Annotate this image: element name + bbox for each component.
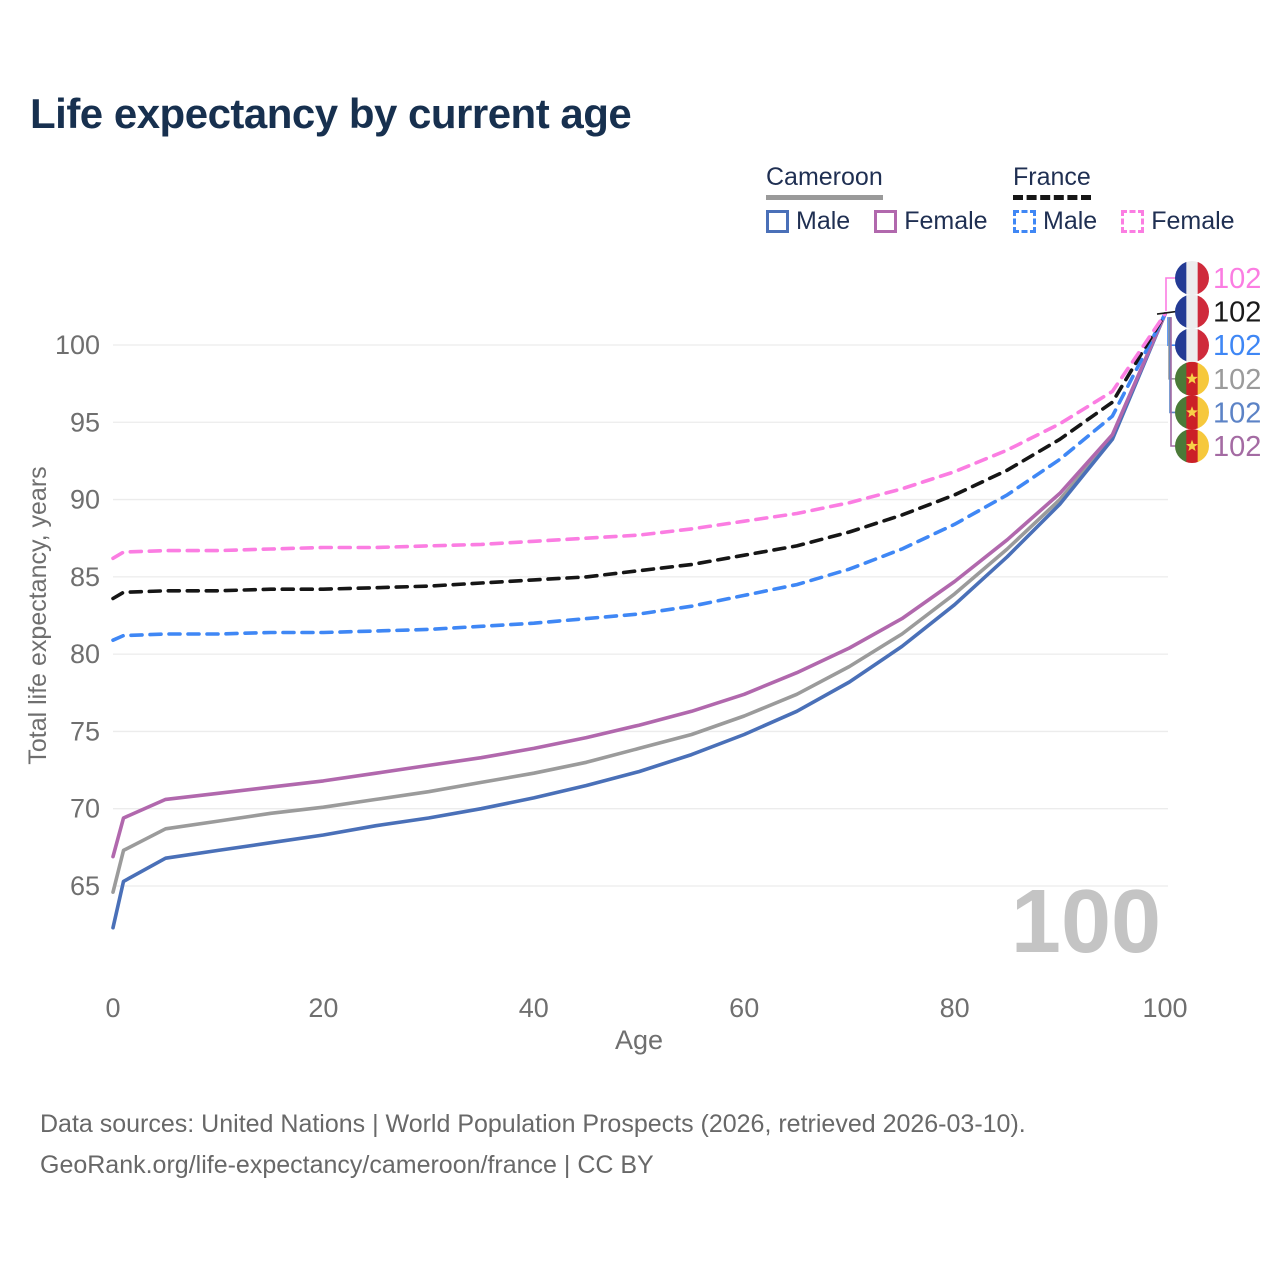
axes: 0 20 40 60 80 100 Age Total life expectancy, ye… (24, 466, 1188, 1055)
page-title: Life expectancy by current age (30, 90, 632, 137)
connector-cameroon-both-sexes (1168, 317, 1175, 380)
footer: Data sources: United Nations | World Pop… (40, 1104, 1026, 1186)
cameroon-flag-icon (1175, 395, 1209, 430)
connector-cameroon-female (1170, 317, 1175, 447)
connector-cameroon-male (1169, 317, 1175, 414)
cameroon-flag-stripe (1197, 429, 1209, 463)
age-watermark: 100 (1011, 872, 1161, 972)
y-tick-70: 70 (70, 794, 100, 824)
france-flag-stripe (1197, 294, 1209, 329)
france-flag-stripe (1197, 261, 1209, 295)
cameroon-flag-stripe (1197, 395, 1209, 430)
x-tick-80: 80 (940, 993, 970, 1023)
france-flag-icon (1175, 261, 1209, 295)
line-france-both-sexes (111, 312, 1167, 601)
legend-row-france: Male Female (1013, 207, 1259, 236)
legend-swatch-cameroon-female[interactable] (874, 210, 898, 233)
france-flag-icon (1175, 328, 1209, 363)
connector-france-male (1167, 317, 1175, 346)
x-tick-40: 40 (519, 993, 549, 1023)
legend-row-cameroon: Male Female (766, 207, 1012, 236)
cameroon-flag-star (1186, 406, 1198, 418)
end-value-cameroon-both-sexes: 102 (1213, 364, 1261, 396)
cameroon-flag-star (1186, 439, 1198, 451)
x-tick-0: 0 (105, 993, 120, 1023)
connector-france-female (1165, 277, 1175, 312)
france-flag-icon (1175, 294, 1209, 329)
legend-swatch-cameroon-male[interactable] (766, 210, 789, 233)
end-value-france-both-sexes: 102 (1213, 297, 1261, 329)
x-tick-20: 20 (308, 993, 338, 1023)
legend-label-cameroon-female[interactable]: Female (904, 207, 988, 235)
end-value-france-male: 102 (1213, 330, 1261, 362)
end-value-cameroon-female: 102 (1213, 431, 1261, 463)
france-flag-stripe (1175, 328, 1187, 363)
legend-header-france[interactable]: France (1013, 163, 1091, 200)
cameroon-flag-stripe (1197, 361, 1209, 396)
cameroon-flag-stripe (1175, 361, 1187, 396)
line-cameroon-male (111, 312, 1167, 930)
line-france-female (111, 312, 1167, 561)
y-tick-85: 85 (70, 562, 100, 592)
cameroon-flag-icon (1175, 429, 1209, 463)
legend-label-france-female[interactable]: Female (1151, 207, 1235, 235)
gridlines: 65 70 75 80 85 90 95 100 (55, 330, 1168, 901)
y-tick-100: 100 (55, 330, 100, 360)
y-tick-95: 95 (70, 407, 100, 437)
connector-france-both-sexes (1156, 310, 1177, 315)
x-tick-60: 60 (729, 993, 759, 1023)
end-value-france-female: 102 (1213, 263, 1261, 295)
legend-header-cameroon[interactable]: Cameroon (766, 163, 883, 200)
france-flag-stripe (1186, 261, 1199, 295)
legend-swatch-france-male[interactable] (1013, 210, 1036, 233)
y-tick-65: 65 (70, 871, 100, 901)
y-tick-80: 80 (70, 639, 100, 669)
y-tick-75: 75 (70, 716, 100, 746)
line-cameroon-both-sexes (111, 312, 1167, 895)
france-flag-stripe (1175, 294, 1187, 329)
france-flag-stripe (1175, 261, 1187, 295)
line-france-male (111, 312, 1167, 643)
cameroon-flag-star (1186, 372, 1198, 384)
line-cameroon-female (111, 312, 1167, 859)
legend-label-france-male[interactable]: Male (1043, 207, 1098, 235)
footer-data-sources: Data sources: United Nations | World Pop… (40, 1110, 1026, 1138)
france-flag-stripe (1186, 294, 1199, 329)
x-axis-title: Age (615, 1025, 663, 1055)
france-flag-stripe (1186, 328, 1199, 363)
series-lines (111, 312, 1167, 930)
legend-swatch-france-female[interactable] (1121, 210, 1145, 233)
cameroon-flag-stripe (1175, 429, 1187, 463)
y-axis-title: Total life expectancy, years (24, 466, 52, 764)
footer-georank-link[interactable]: GeoRank.org/life-expectancy/cameroon/fra… (40, 1151, 654, 1179)
y-tick-90: 90 (70, 485, 100, 515)
legend-group-france: France Male Female (1013, 163, 1259, 236)
cameroon-flag-icon (1175, 361, 1209, 396)
legend-label-cameroon-male[interactable]: Male (796, 207, 851, 235)
x-tick-100: 100 (1142, 993, 1187, 1023)
legend: Cameroon Male Female France Male Female (0, 0, 1280, 250)
legend-group-cameroon: Cameroon Male Female (766, 163, 1012, 236)
cameroon-flag-stripe (1175, 395, 1187, 430)
france-flag-stripe (1197, 328, 1209, 363)
end-value-cameroon-male: 102 (1213, 397, 1261, 429)
